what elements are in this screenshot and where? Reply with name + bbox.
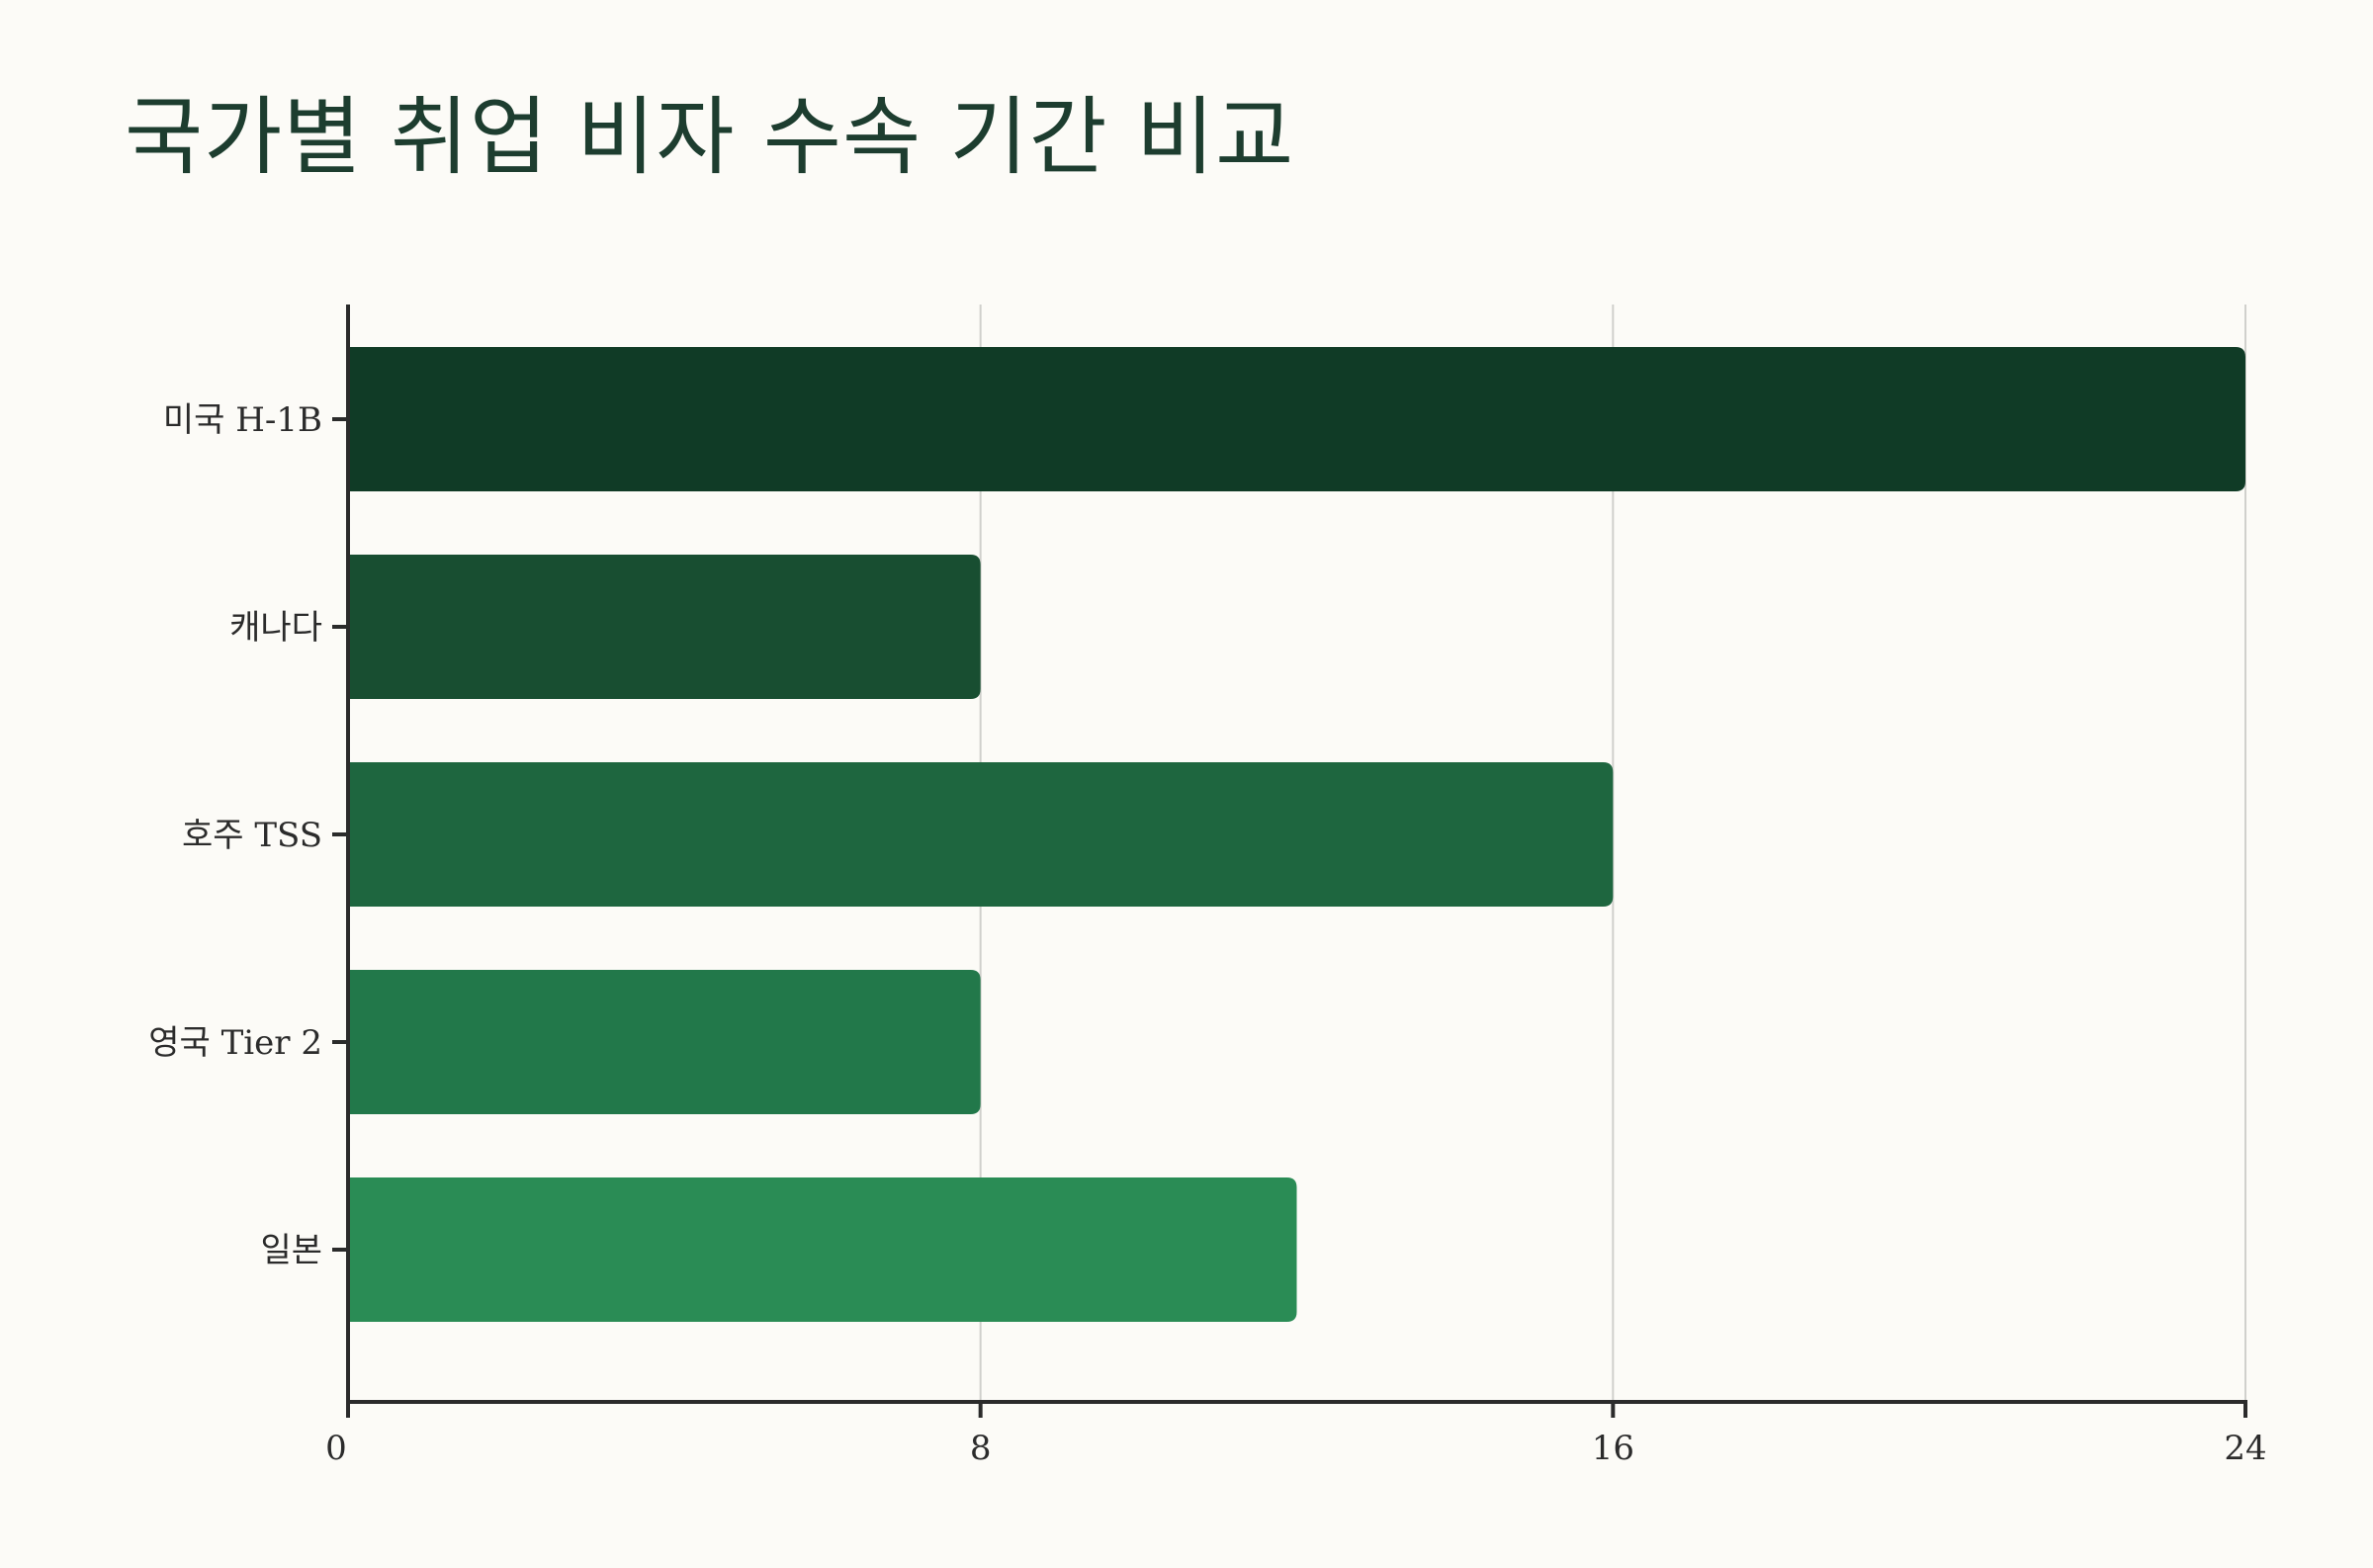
chart-title: 국가별 취업 비자 수속 기간 비교 (125, 88, 1295, 187)
y-tick-label-2: 호주 TSS (182, 816, 322, 855)
bar-1 (348, 555, 981, 699)
x-axis: 0 8 16 24 (325, 1400, 2267, 1468)
bar-4 (348, 1177, 1297, 1322)
y-tick-label-0: 미국 H-1B (163, 400, 322, 440)
bars (348, 347, 2245, 1322)
y-tick-label-4: 일본 (260, 1231, 322, 1270)
bar-2 (348, 762, 1614, 907)
bar-3 (348, 970, 981, 1114)
x-tick-label-1: 8 (970, 1429, 992, 1468)
y-tick-label-1: 캐나다 (229, 608, 322, 648)
x-tick-label-3: 24 (2224, 1429, 2266, 1468)
x-tick-label-2: 16 (1592, 1429, 1634, 1468)
y-tick-label-3: 영국 Tier 2 (148, 1023, 322, 1063)
x-tick-label-0: 0 (325, 1429, 347, 1468)
bar-0 (348, 347, 2245, 491)
